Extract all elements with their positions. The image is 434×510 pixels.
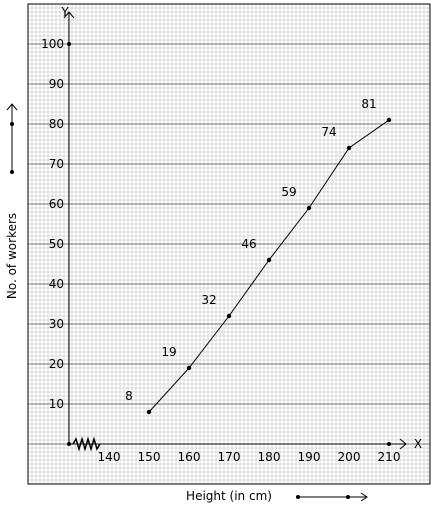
y-tick-labels: 10 20 30 40 50 60 70 80 90 100: [41, 37, 64, 411]
x-tick-label: 180: [258, 450, 281, 464]
x-tick-label: 140: [98, 450, 121, 464]
y-tick-label: 100: [41, 37, 64, 51]
data-label: 59: [281, 185, 296, 199]
data-label: 19: [161, 345, 176, 359]
x-tick-label: 170: [218, 450, 241, 464]
data-label: 74: [321, 125, 336, 139]
axes: [63, 11, 407, 452]
y-axis-letter: Y: [60, 5, 69, 19]
y-direction-arrow-head: [6, 103, 18, 111]
y-axis-arrow: [63, 11, 75, 19]
x-direction-arrow-dot-start: [296, 495, 300, 499]
x-axis-break-zigzag: [72, 436, 101, 452]
data-labels: 8 19 32 46 59 74 81: [125, 97, 376, 403]
x-axis-letter: X: [414, 437, 422, 451]
data-point: [306, 205, 312, 211]
y-tick-label: 40: [49, 277, 64, 291]
y-axis-top-dot: [67, 42, 71, 46]
origin-dot: [67, 442, 71, 446]
x-axis-arrow: [399, 438, 407, 450]
data-point: [186, 365, 192, 371]
data-point: [386, 117, 392, 123]
y-tick-label: 60: [49, 197, 64, 211]
data-label: 32: [201, 293, 216, 307]
y-tick-label: 20: [49, 357, 64, 371]
x-tick-label: 200: [338, 450, 361, 464]
data-point: [146, 409, 152, 415]
y-tick-label: 30: [49, 317, 64, 331]
x-tick-labels: 140 150 160 170 180 190 200 210: [98, 450, 401, 464]
y-tick-label: 10: [49, 397, 64, 411]
data-point: [346, 145, 352, 151]
x-tick-label: 150: [138, 450, 161, 464]
y-axis-title: No. of workers: [5, 213, 19, 299]
data-label: 46: [241, 237, 256, 251]
x-tick-label: 210: [378, 450, 401, 464]
x-tick-label: 160: [178, 450, 201, 464]
graph-paper-border: [27, 3, 431, 485]
data-points: [146, 117, 392, 446]
y-tick-label: 80: [49, 117, 64, 131]
y-tick-label: 50: [49, 237, 64, 251]
x-axis-end-dot: [387, 442, 391, 446]
data-point: [266, 257, 272, 263]
data-point: [226, 313, 232, 319]
y-direction-arrow-dot-mid: [10, 122, 14, 126]
x-direction-arrow-dot-mid: [346, 495, 350, 499]
data-label: 81: [361, 97, 376, 111]
y-tick-label: 70: [49, 157, 64, 171]
x-tick-label: 190: [298, 450, 321, 464]
y-direction-arrow-dot-start: [10, 170, 14, 174]
data-label: 8: [125, 389, 133, 403]
x-direction-arrow: [296, 492, 368, 502]
x-direction-arrow-head: [360, 492, 368, 502]
x-axis-title: Height (in cm): [186, 489, 272, 503]
y-tick-label: 90: [49, 77, 64, 91]
y-direction-arrow: [6, 103, 18, 174]
